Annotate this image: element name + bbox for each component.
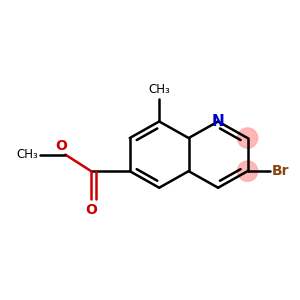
Text: Br: Br [272,164,289,178]
Circle shape [237,128,258,148]
Text: O: O [55,139,67,153]
Text: CH₃: CH₃ [16,148,38,161]
Circle shape [237,161,258,181]
Text: N: N [212,114,224,129]
Text: CH₃: CH₃ [148,83,170,96]
Text: O: O [85,203,97,218]
